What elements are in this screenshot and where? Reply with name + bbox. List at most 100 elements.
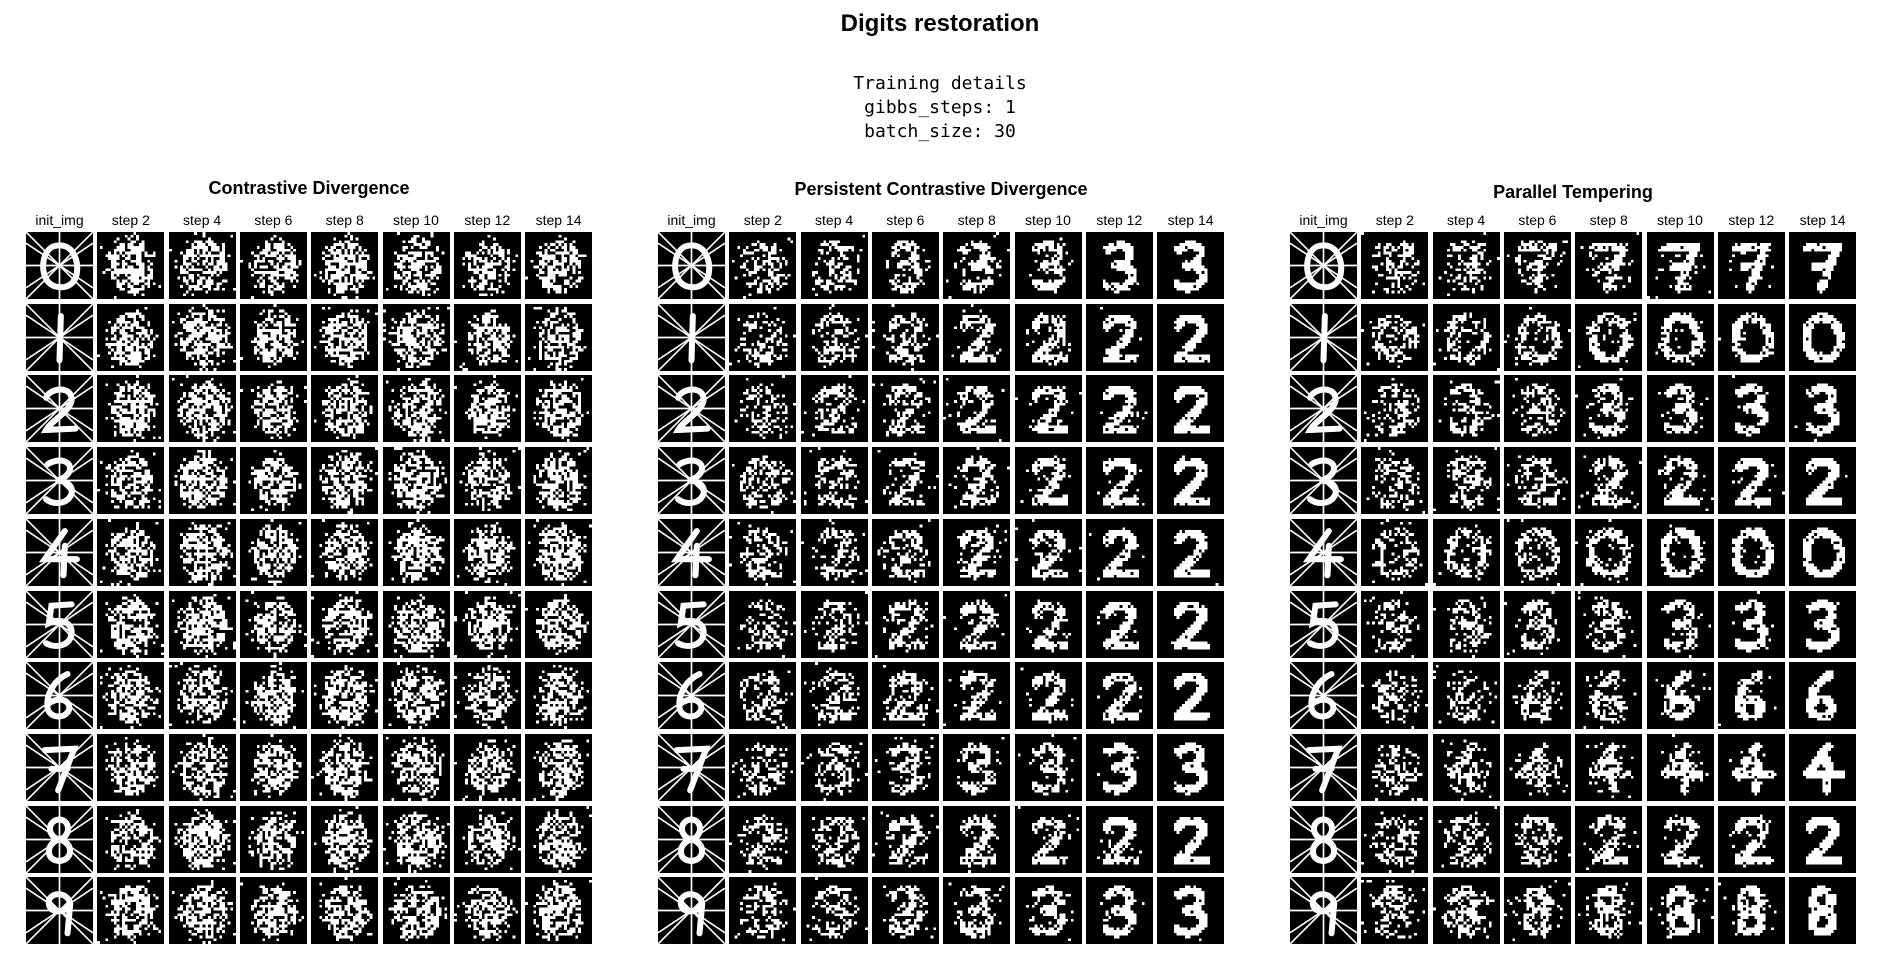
sample-image-cell	[239, 877, 307, 945]
generated-digit-image	[1361, 314, 1426, 368]
init-image-cell	[658, 303, 725, 371]
generated-digit-image	[1432, 524, 1492, 586]
sample-image-cell	[1646, 518, 1714, 586]
sample-image-cell	[311, 877, 379, 945]
generated-digit-image	[959, 813, 1000, 873]
sample-image-cell	[168, 375, 236, 443]
sample-image-cell	[1014, 375, 1082, 443]
generated-digit-image	[388, 877, 447, 942]
sample-image-cell	[1157, 662, 1225, 730]
generated-digit-image	[811, 816, 865, 868]
generated-digit-image	[1654, 312, 1706, 366]
sample-image-cell	[871, 733, 939, 801]
sample-image-cell	[239, 733, 307, 801]
initial-digit-image	[26, 590, 93, 658]
column-label: step 14	[1799, 212, 1846, 228]
generated-digit-image	[1660, 524, 1706, 578]
sample-image-cell	[871, 447, 939, 515]
sample-image-cell	[1789, 877, 1857, 945]
initial-digit-image	[26, 518, 93, 586]
sample-image-cell	[311, 590, 379, 658]
generated-digit-image	[453, 885, 519, 942]
generated-digit-image	[1657, 455, 1714, 512]
sample-image-cell	[97, 303, 165, 371]
generated-digit-image	[453, 309, 519, 371]
generated-digit-image	[1088, 527, 1145, 581]
generated-digit-image	[729, 813, 788, 873]
sample-image-cell	[311, 518, 379, 586]
generated-digit-image	[1646, 243, 1711, 299]
sample-image-cell	[453, 590, 521, 658]
sample-image-cell	[1789, 590, 1857, 658]
generated-digit-image	[1025, 598, 1071, 652]
details-gibbs-steps: gibbs_steps: 1	[864, 97, 1016, 118]
sample-image-cell	[729, 805, 797, 873]
initial-digit-image	[26, 447, 93, 515]
sample-image-cell	[1575, 733, 1643, 801]
generated-digit-image	[97, 880, 162, 945]
generated-digit-image	[1577, 882, 1643, 939]
sample-image-cell	[239, 518, 307, 586]
sample-image-cell	[97, 518, 165, 586]
sample-image-cell	[1157, 733, 1225, 801]
generated-digit-image	[1366, 447, 1426, 515]
init-image-cell	[1290, 662, 1357, 730]
generated-digit-image	[456, 521, 516, 586]
sample-image-cell	[1014, 662, 1082, 730]
sample-image-cell	[453, 662, 521, 730]
generated-digit-image	[311, 733, 373, 801]
sample-image-cell	[239, 805, 307, 873]
sample-image-cell	[729, 518, 797, 586]
sample-image-cell	[1014, 303, 1082, 371]
generated-digit-image	[453, 664, 519, 730]
generated-digit-image	[1364, 378, 1420, 443]
sample-image-cell	[1014, 877, 1082, 945]
generated-digit-image	[105, 808, 162, 870]
init-image-cell	[26, 232, 93, 299]
generated-digit-image	[1660, 733, 1708, 796]
sample-image-cell	[239, 303, 307, 371]
column-label: step 14	[1167, 212, 1214, 228]
column-label: step 10	[1025, 212, 1071, 228]
generated-digit-image	[239, 234, 302, 299]
generated-digit-image	[1805, 816, 1843, 865]
sample-image-cell	[1717, 518, 1785, 586]
sample-image-cell	[1717, 375, 1785, 443]
sample-image-cell	[1014, 805, 1082, 873]
initial-digit-image	[658, 518, 725, 586]
generated-digit-image	[1432, 664, 1497, 724]
sample-image-cell	[1717, 232, 1785, 299]
sample-image-cell	[1503, 733, 1571, 801]
initial-digit-image	[1290, 447, 1357, 515]
sample-image-cell	[382, 232, 450, 299]
sample-image-cell	[1432, 805, 1500, 873]
generated-digit-image	[239, 380, 307, 440]
generated-digit-image	[943, 378, 1005, 443]
sample-image-cell	[1646, 662, 1714, 730]
sample-image-cell	[1503, 590, 1571, 658]
generated-digit-image	[1173, 673, 1211, 721]
generated-digit-image	[1660, 813, 1703, 868]
sample-image-cell	[1717, 447, 1785, 515]
generated-digit-image	[1577, 312, 1637, 371]
initial-digit-image	[658, 877, 725, 945]
sample-image-cell	[97, 590, 165, 658]
sample-image-cell	[525, 662, 593, 730]
sample-image-cell	[1085, 662, 1153, 730]
generated-digit-image	[533, 664, 590, 730]
sample-image-cell	[1575, 518, 1643, 586]
sample-image-cell	[525, 877, 593, 945]
generated-digit-image	[943, 593, 1008, 652]
generated-digit-image	[1432, 596, 1492, 658]
sample-image-cell	[729, 375, 797, 443]
generated-digit-image	[1096, 816, 1142, 865]
init-image-cell	[658, 733, 725, 801]
sample-image-cell	[871, 877, 939, 945]
sample-image-cell	[453, 232, 521, 299]
generated-digit-image	[1577, 455, 1643, 509]
generated-digit-image	[1438, 380, 1500, 437]
sample-image-cell	[800, 590, 868, 658]
generated-digit-image	[1509, 742, 1569, 796]
generated-digit-image	[251, 733, 302, 799]
sample-image-cell	[311, 805, 379, 873]
